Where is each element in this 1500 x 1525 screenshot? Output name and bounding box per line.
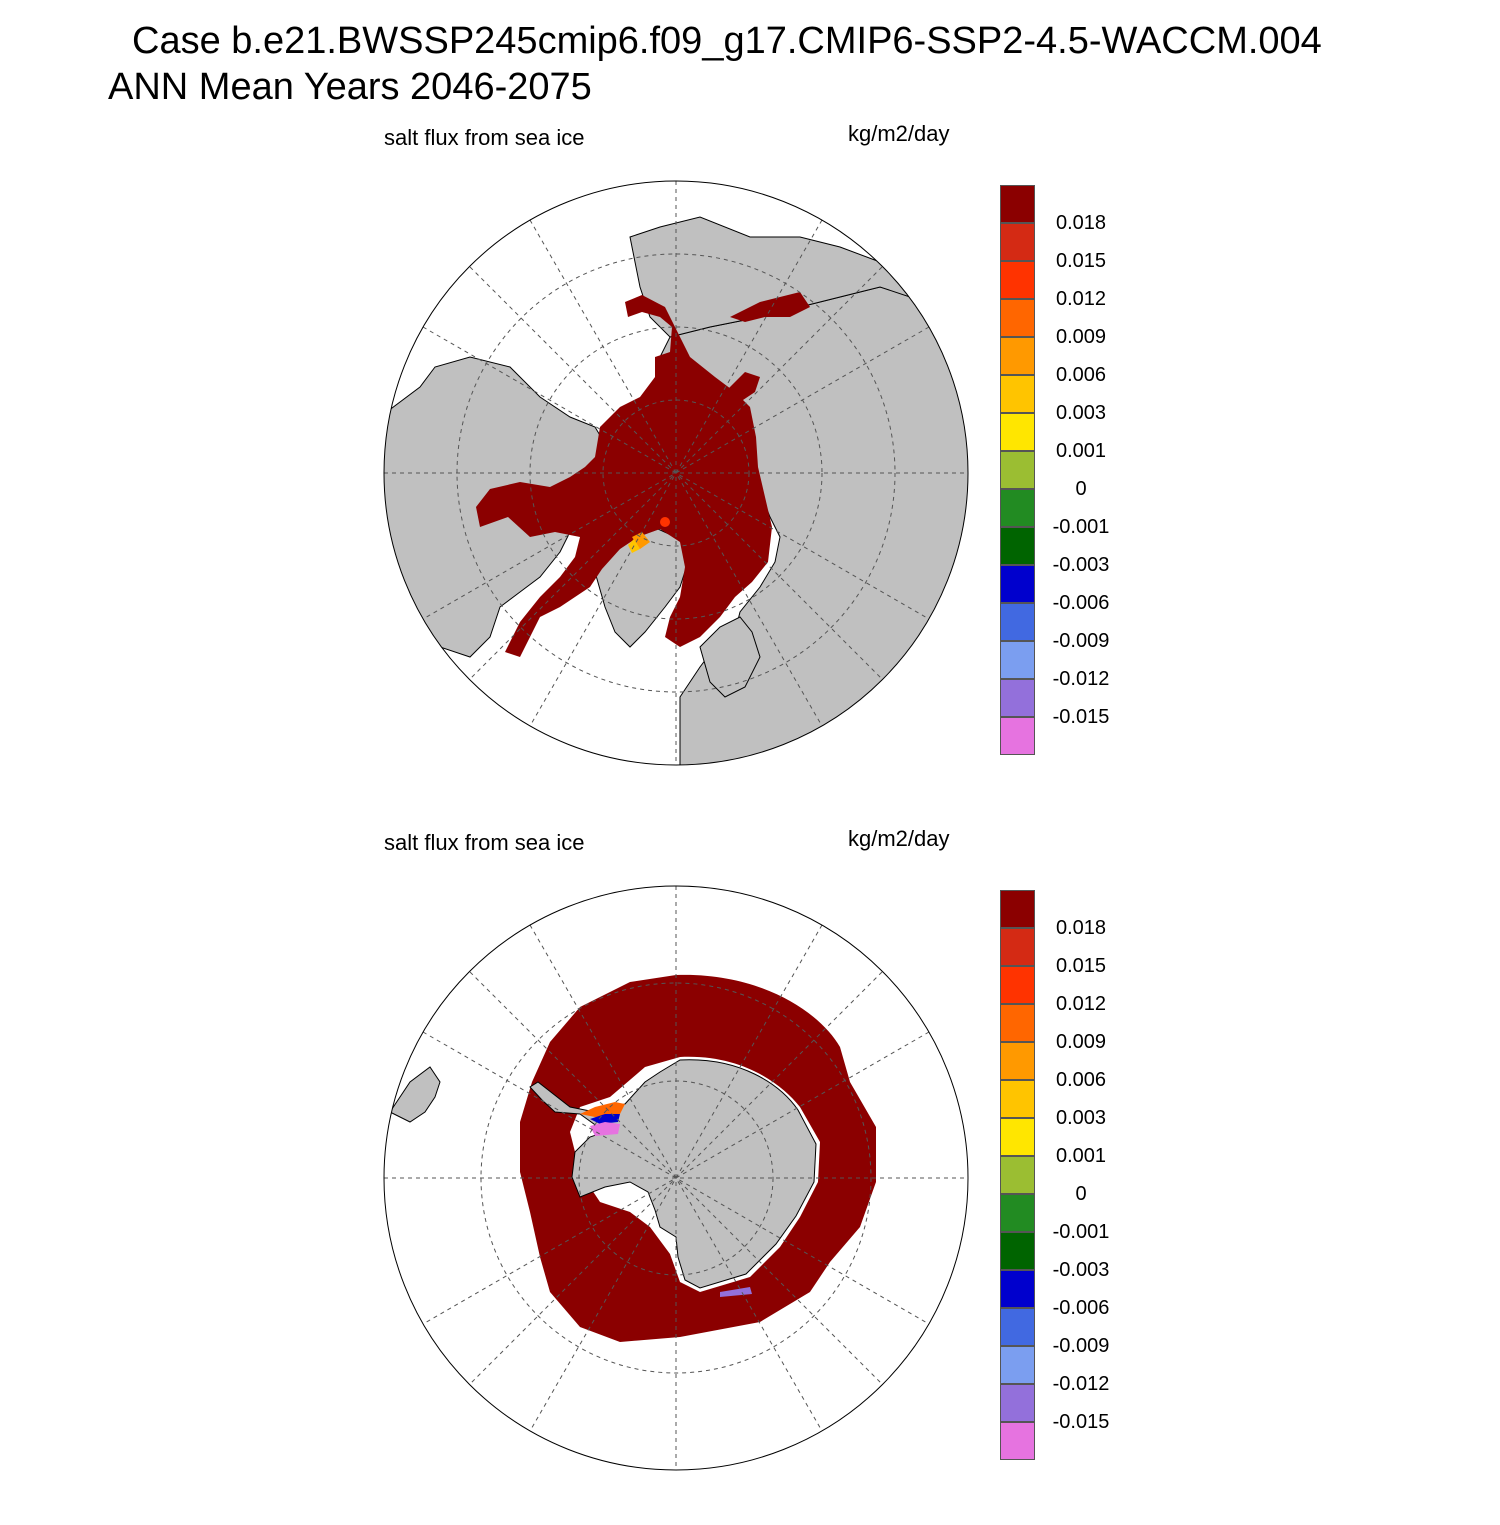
colorbar-tick-label: 0.001 (1055, 440, 1107, 462)
colorbar-tick-label: 0.009 (1055, 1031, 1107, 1053)
scandinavia-landmass (699, 616, 761, 698)
colorbar-tick-label: -0.003 (1052, 554, 1110, 576)
units-label: kg/m2/day (848, 121, 950, 146)
colorbar-swatch (1000, 413, 1035, 451)
colorbar-swatch (1000, 641, 1035, 679)
sea-ice-flux-arctic (476, 295, 772, 657)
colorbar-swatch (1000, 679, 1035, 717)
map-boundary (383, 180, 969, 766)
colorbar-swatch (1000, 1384, 1035, 1422)
sea-ice-flux-ring (520, 974, 876, 1342)
colorbar-swatch (1000, 1232, 1035, 1270)
colorbar-tick-label: 0.001 (1055, 1145, 1107, 1167)
colorbar-swatch (1000, 185, 1035, 223)
colorbar-tick-label: -0.006 (1052, 1297, 1110, 1319)
colorbar-swatch (1000, 1156, 1035, 1194)
colorbar-swatch (1000, 1422, 1035, 1460)
colorbar-tick-label: -0.003 (1052, 1259, 1110, 1281)
colorbar-tick-label: 0 (1075, 1183, 1087, 1205)
variable-label: salt flux from sea ice (384, 830, 585, 855)
colorbar-tick-label: 0.015 (1055, 955, 1107, 977)
colorbar-tick-label: -0.015 (1052, 706, 1110, 728)
colorbar-swatch (1000, 261, 1035, 299)
colorbar-tick-label: -0.009 (1052, 630, 1110, 652)
variable-label: salt flux from sea ice (384, 125, 585, 150)
colorbar-tick-label: -0.001 (1052, 516, 1110, 538)
colorbar-swatch (1000, 375, 1035, 413)
colorbar-swatch (1000, 928, 1035, 966)
figure-title-line-2: ANN Mean Years 2046-2075 (108, 66, 592, 108)
ross-flux-edge (720, 1287, 752, 1297)
colorbar-swatch (1000, 337, 1035, 375)
figure-title-line-1: Case b.e21.BWSSP245cmip6.f09_g17.CMIP6-S… (132, 20, 1322, 62)
colorbar-swatch (1000, 1080, 1035, 1118)
colorbar-swatch (1000, 223, 1035, 261)
colorbar-swatch (1000, 1042, 1035, 1080)
flux-gradient-edge (632, 532, 650, 549)
colorbar-tick-label: -0.015 (1052, 1411, 1110, 1433)
colorbar-swatch (1000, 565, 1035, 603)
colorbar-tick-label: 0.012 (1055, 993, 1107, 1015)
colorbar-tick-label: 0 (1075, 478, 1087, 500)
colorbar-swatch (1000, 527, 1035, 565)
graticule (384, 886, 968, 1470)
colorbar-swatch (1000, 717, 1035, 755)
colorbar-swatch (1000, 890, 1035, 928)
colorbar-swatch (1000, 1270, 1035, 1308)
sea-ice-flux-bering (730, 292, 810, 322)
colorbar-tick-label: 0.012 (1055, 288, 1107, 310)
south-america-landmass (389, 1066, 441, 1123)
colorbar-tick-label: 0.006 (1055, 1069, 1107, 1091)
colorbar-swatch (1000, 966, 1035, 1004)
colorbar-tick-label: 0.003 (1055, 1107, 1107, 1129)
colorbar-tick-label: 0.003 (1055, 402, 1107, 424)
flux-spot (660, 517, 670, 527)
colorbar-tick-label: 0.018 (1055, 212, 1107, 234)
colorbar-tick-label: 0.006 (1055, 364, 1107, 386)
colorbar-tick-label: 0.015 (1055, 250, 1107, 272)
colorbar-tick-label: 0.009 (1055, 326, 1107, 348)
colorbar-tick-label: 0.018 (1055, 917, 1107, 939)
south-hemisphere-panel: salt flux from sea ice kg/m2/day (0, 820, 1500, 1525)
north-polar-map (383, 180, 969, 766)
north-hemisphere-panel: salt flux from sea ice kg/m2/day (0, 115, 1500, 820)
colorbar-swatch (1000, 603, 1035, 641)
weddell-flux-blue (590, 1114, 620, 1124)
colorbar-swatch (1000, 1308, 1035, 1346)
colorbar-tick-label: -0.009 (1052, 1335, 1110, 1357)
map-boundary (383, 885, 969, 1471)
south-polar-map (383, 885, 969, 1471)
colorbar-swatch (1000, 299, 1035, 337)
colorbar-tick-label: -0.012 (1052, 1373, 1110, 1395)
colorbar-tick-label: -0.001 (1052, 1221, 1110, 1243)
colorbar-tick-label: -0.006 (1052, 592, 1110, 614)
colorbar-swatch (1000, 1194, 1035, 1232)
units-label: kg/m2/day (848, 826, 950, 851)
sea-ice-flux-okhotsk (725, 372, 760, 402)
colorbar-swatch (1000, 451, 1035, 489)
graticule (384, 181, 968, 765)
colorbar-swatch (1000, 1346, 1035, 1384)
colorbar-tick-label: -0.012 (1052, 668, 1110, 690)
colorbar-swatch (1000, 489, 1035, 527)
colorbar-swatch (1000, 1118, 1035, 1156)
colorbar-swatch (1000, 1004, 1035, 1042)
